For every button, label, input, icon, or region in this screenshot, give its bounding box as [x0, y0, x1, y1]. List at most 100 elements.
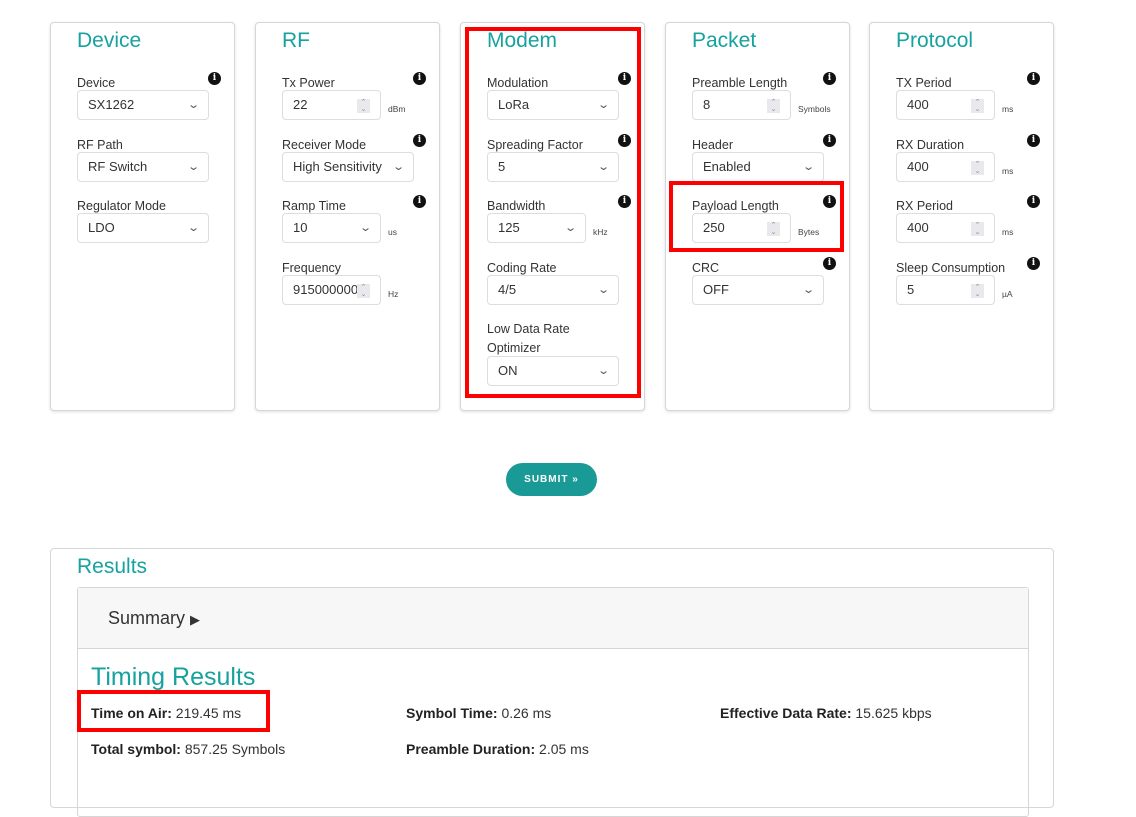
select-value: 10	[293, 220, 308, 235]
unit-label: ms	[1002, 104, 1014, 114]
field-label: Frequency	[282, 260, 342, 275]
info-circle-icon[interactable]: i	[823, 256, 836, 270]
input-value: 5	[907, 281, 915, 297]
field-bandwidth: Bandwidth i 125 ⌄ kHz	[487, 195, 637, 243]
number-spinner-icon[interactable]: ⌃ ⌄	[767, 99, 780, 113]
field-regulator-mode: Regulator Mode LDO ⌄	[77, 197, 227, 243]
number-spinner-icon[interactable]: ⌃ ⌄	[357, 99, 370, 113]
header-select[interactable]: Enabled ⌄	[692, 151, 824, 182]
info-circle-icon[interactable]: i	[413, 195, 426, 208]
summary-toggle[interactable]: Summary ▶	[78, 588, 1028, 649]
result-symbol-time: Symbol Time: 0.26 ms	[406, 705, 551, 721]
chevron-down-icon: ⌄	[596, 99, 610, 111]
field-frequency: Frequency 915000000 ⌃ ⌄ Hz	[282, 259, 432, 305]
field-coding-rate: Coding Rate 4/5 ⌄	[487, 259, 637, 305]
regulator-mode-select[interactable]: LDO ⌄	[77, 213, 209, 243]
info-circle-icon[interactable]: i	[823, 72, 836, 85]
chevron-down-icon: ⌄	[186, 222, 200, 234]
chevron-down-icon: ⌄	[186, 99, 200, 111]
number-spinner-icon[interactable]: ⌃ ⌄	[357, 283, 370, 298]
spreading-factor-select[interactable]: 5 ⌄	[487, 151, 619, 182]
tx-power-input[interactable]: 22 ⌃ ⌄	[282, 90, 381, 120]
field-label: Header	[692, 137, 733, 152]
unit-label: Hz	[388, 288, 399, 299]
number-spinner-icon[interactable]: ⌃ ⌄	[971, 283, 984, 298]
unit-label: Symbols	[798, 104, 831, 114]
input-value: 400	[907, 158, 929, 174]
modulation-select[interactable]: LoRa ⌄	[487, 90, 619, 120]
chevron-down-icon: ⌄	[563, 222, 577, 234]
select-value: LDO	[88, 220, 115, 235]
info-circle-icon[interactable]: i	[618, 195, 631, 208]
info-circle-icon[interactable]: i	[1027, 133, 1040, 147]
rf-path-select[interactable]: RF Switch ⌄	[77, 151, 209, 182]
summary-panel: Summary ▶ Timing Results Time on Air: 21…	[77, 587, 1029, 817]
number-spinner-icon[interactable]: ⌃ ⌄	[971, 160, 984, 175]
field-crc: CRC i OFF ⌄	[692, 256, 842, 305]
field-label: RX Duration	[896, 137, 965, 152]
payload-length-input[interactable]: 250 ⌃ ⌄	[692, 213, 791, 243]
info-circle-icon[interactable]: i	[413, 72, 426, 85]
field-label: Regulator Mode	[77, 199, 166, 213]
input-value: 400	[907, 97, 929, 112]
field-low-data-rate-optimizer: Low Data Rate Optimizer ON ⌄	[487, 320, 637, 386]
bandwidth-select[interactable]: 125 ⌄	[487, 213, 586, 243]
field-sleep-consumption: Sleep Consumption i 5 ⌃ ⌄ µA	[896, 256, 1046, 305]
select-value: SX1262	[88, 97, 135, 112]
field-label: Bandwidth	[487, 199, 546, 213]
field-label: CRC	[692, 260, 720, 275]
info-circle-icon[interactable]: i	[413, 133, 426, 147]
info-circle-icon[interactable]: i	[618, 72, 631, 85]
card-title: Modem	[487, 29, 558, 52]
unit-label: ms	[1002, 165, 1014, 176]
rx-period-input[interactable]: 400 ⌃ ⌄	[896, 213, 995, 243]
coding-rate-select[interactable]: 4/5 ⌄	[487, 274, 619, 305]
field-label: Sleep Consumption	[896, 260, 1006, 275]
info-circle-icon[interactable]: i	[1027, 195, 1040, 208]
receiver-mode-select[interactable]: High Sensitivity ⌄	[282, 151, 414, 182]
info-circle-icon[interactable]: i	[1027, 72, 1040, 85]
number-spinner-icon[interactable]: ⌃ ⌄	[971, 222, 984, 236]
number-spinner-icon[interactable]: ⌃ ⌄	[767, 222, 780, 236]
device-select[interactable]: SX1262 ⌄	[77, 90, 209, 120]
info-circle-icon[interactable]: i	[823, 195, 836, 208]
rx-duration-input[interactable]: 400 ⌃ ⌄	[896, 151, 995, 182]
info-circle-icon[interactable]: i	[823, 133, 836, 147]
field-label: Preamble Length	[692, 76, 788, 90]
field-rx-duration: RX Duration i 400 ⌃ ⌄ ms	[896, 133, 1046, 182]
submit-button[interactable]: SUBMIT »	[506, 463, 597, 496]
unit-label: dBm	[388, 104, 406, 114]
field-preamble-length: Preamble Length i 8 ⌃ ⌄ Symbols	[692, 72, 842, 120]
field-rf-path: RF Path RF Switch ⌄	[77, 136, 227, 182]
chevron-down-icon: ⌄	[358, 222, 372, 234]
unit-label: µA	[1002, 288, 1013, 299]
result-value: 2.05 ms	[539, 741, 589, 757]
result-key: Preamble Duration:	[406, 741, 536, 757]
crc-select[interactable]: OFF ⌄	[692, 274, 824, 305]
preamble-length-input[interactable]: 8 ⌃ ⌄	[692, 90, 791, 120]
info-circle-icon[interactable]: i	[1027, 256, 1040, 270]
field-label: Spreading Factor	[487, 137, 583, 152]
select-value: RF Switch	[88, 158, 148, 174]
field-label: Modulation	[487, 76, 549, 90]
input-value: 400	[907, 220, 929, 235]
info-circle-icon[interactable]: i	[208, 72, 221, 85]
timing-results-title: Timing Results	[91, 663, 256, 691]
field-label: RX Period	[896, 199, 953, 213]
number-spinner-icon[interactable]: ⌃ ⌄	[971, 99, 984, 113]
low-data-rate-optimizer-select[interactable]: ON ⌄	[487, 356, 619, 386]
select-value: High Sensitivity	[293, 158, 382, 174]
frequency-input[interactable]: 915000000 ⌃ ⌄	[282, 274, 381, 305]
select-value: ON	[498, 363, 518, 378]
card-title: Protocol	[896, 29, 974, 52]
summary-label: Summary	[108, 608, 186, 628]
field-label: Receiver Mode	[282, 137, 367, 152]
input-value: 250	[703, 220, 725, 235]
chevron-down-icon: ⌄	[596, 283, 610, 296]
info-circle-icon[interactable]: i	[618, 133, 631, 147]
card-title: Packet	[692, 29, 757, 52]
tx-period-input[interactable]: 400 ⌃ ⌄	[896, 90, 995, 120]
sleep-consumption-input[interactable]: 5 ⌃ ⌄	[896, 274, 995, 305]
ramp-time-select[interactable]: 10 ⌄	[282, 213, 381, 243]
field-header: Header i Enabled ⌄	[692, 133, 842, 182]
